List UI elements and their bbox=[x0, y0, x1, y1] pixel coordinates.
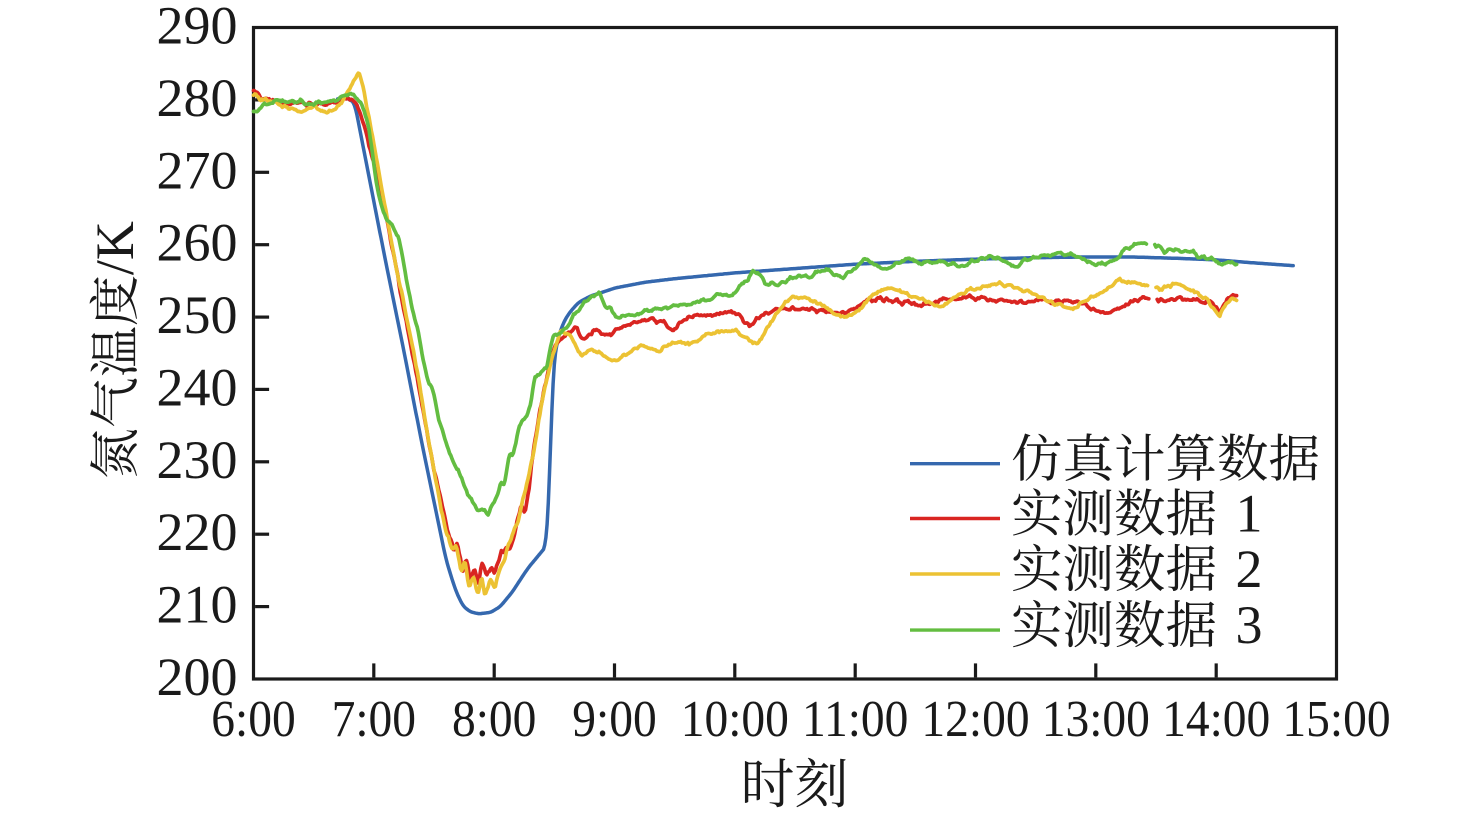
svg-text:8:00: 8:00 bbox=[452, 690, 536, 748]
svg-text:6:00: 6:00 bbox=[211, 690, 295, 748]
svg-text:260: 260 bbox=[157, 213, 238, 273]
svg-text:290: 290 bbox=[157, 0, 238, 56]
svg-text:/K: /K bbox=[85, 221, 145, 275]
svg-text:15:00: 15:00 bbox=[1282, 690, 1390, 748]
svg-text:230: 230 bbox=[157, 430, 238, 490]
svg-text:10:00: 10:00 bbox=[681, 690, 789, 748]
svg-text:7:00: 7:00 bbox=[332, 690, 416, 748]
svg-text:13:00: 13:00 bbox=[1042, 690, 1150, 748]
svg-text:12:00: 12:00 bbox=[921, 690, 1029, 748]
svg-text:250: 250 bbox=[157, 285, 238, 345]
svg-text:210: 210 bbox=[157, 575, 238, 635]
svg-text:240: 240 bbox=[157, 357, 238, 417]
svg-text:9:00: 9:00 bbox=[572, 690, 656, 748]
svg-text:280: 280 bbox=[157, 68, 238, 128]
svg-text:11:00: 11:00 bbox=[802, 690, 908, 748]
svg-text:220: 220 bbox=[157, 502, 238, 562]
svg-text:3: 3 bbox=[1236, 595, 1263, 655]
svg-text:2: 2 bbox=[1236, 539, 1263, 599]
svg-text:200: 200 bbox=[157, 647, 238, 707]
svg-text:14:00: 14:00 bbox=[1162, 690, 1270, 748]
svg-text:1: 1 bbox=[1236, 484, 1263, 544]
svg-text:270: 270 bbox=[157, 140, 238, 200]
